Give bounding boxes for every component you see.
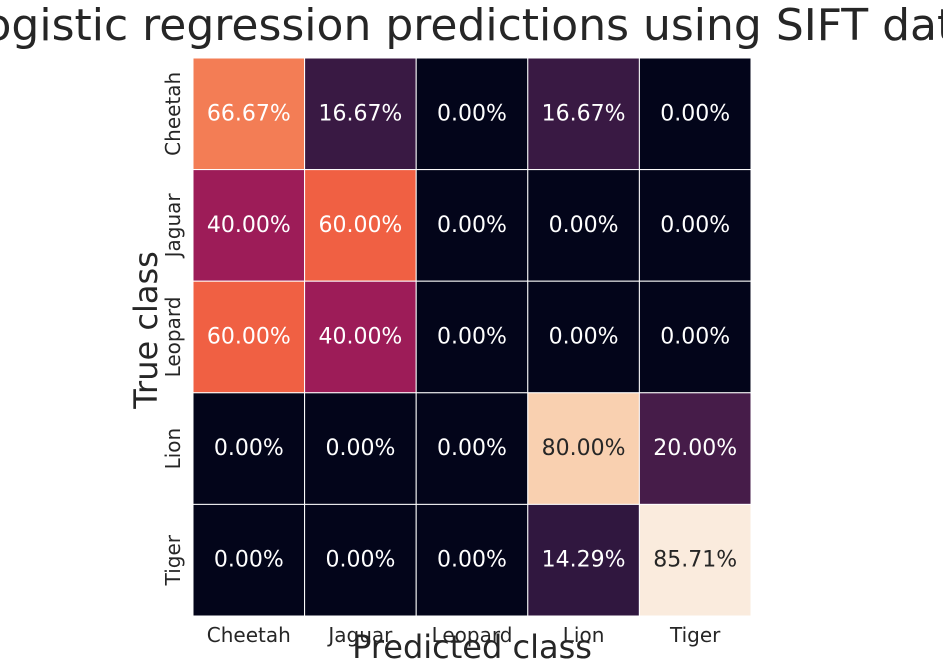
heatmap-cell-r0-c1 <box>304 57 417 171</box>
y-tick-label-lion: Lion <box>161 428 185 470</box>
cell-label-r4-c0: 0.00% <box>214 548 284 573</box>
cell-label-r0-c3: 16.67% <box>542 101 626 126</box>
y-tick-label-tiger: Tiger <box>161 534 185 586</box>
y-tick-label-leopard: Leopard <box>161 297 185 378</box>
heatmap-cell-r3-c3 <box>527 392 640 505</box>
cell-label-r2-c3: 0.00% <box>549 325 619 350</box>
heatmap-cell-r4-c0 <box>192 503 306 617</box>
heatmap-cell-r1-c4 <box>638 169 752 282</box>
cell-label-r4-c2: 0.00% <box>437 548 507 573</box>
heatmap-cell-r4-c1 <box>304 503 417 617</box>
cell-label-r4-c3: 14.29% <box>542 548 626 573</box>
cell-label-r3-c2: 0.00% <box>437 436 507 461</box>
y-axis-tick-labels: Cheetah Jaguar Leopard Lion Tiger <box>161 72 185 587</box>
x-tick-label-cheetah: Cheetah <box>207 623 291 647</box>
cell-label-r2-c2: 0.00% <box>437 325 507 350</box>
y-tick-label-jaguar: Jaguar <box>161 193 185 260</box>
cell-label-r4-c1: 0.00% <box>325 548 395 573</box>
heatmap-cell-r2-c1 <box>304 280 417 394</box>
heatmap-cells: 66.67% 16.67% 0.00% 16.67% 0.00% 40.00% 60.00%… <box>192 57 752 617</box>
heatmap-cell-r4-c4 <box>638 503 752 617</box>
heatmap-cell-r1-c2 <box>415 169 529 282</box>
x-tick-label-jaguar: Jaguar <box>326 623 393 647</box>
cell-label-r0-c0: 66.67% <box>207 101 291 126</box>
cell-label-r3-c3: 80.00% <box>542 436 626 461</box>
cell-label-r1-c1: 60.00% <box>318 213 402 238</box>
cell-label-r1-c3: 0.00% <box>549 213 619 238</box>
heatmap-cell-r0-c0 <box>192 57 306 171</box>
cell-label-r2-c4: 0.00% <box>660 325 730 350</box>
heatmap-cell-r0-c2 <box>415 57 529 171</box>
heatmap-cell-r3-c2 <box>415 392 529 505</box>
cell-label-r2-c1: 40.00% <box>318 325 402 350</box>
heatmap-cell-r3-c1 <box>304 392 417 505</box>
cell-label-r3-c4: 20.00% <box>653 436 737 461</box>
y-axis-label: True class <box>127 251 165 410</box>
x-axis-label: Predicted class <box>352 628 592 666</box>
heatmap-cell-r3-c0 <box>192 392 306 505</box>
cell-label-r4-c4: 85.71% <box>653 548 737 573</box>
cell-label-r0-c2: 0.00% <box>437 101 507 126</box>
cell-label-r1-c0: 40.00% <box>207 213 291 238</box>
x-tick-label-leopard: Leopard <box>432 623 513 647</box>
cell-label-r3-c1: 0.00% <box>325 436 395 461</box>
heatmap-cell-r1-c0 <box>192 169 306 282</box>
cell-label-r3-c0: 0.00% <box>214 436 284 461</box>
heatmap-cell-r3-c4 <box>638 392 752 505</box>
chart-title: Logistic regression predictions using SI… <box>0 0 943 51</box>
cell-label-r1-c2: 0.00% <box>437 213 507 238</box>
cell-label-r0-c1: 16.67% <box>318 101 402 126</box>
cell-label-r2-c0: 60.00% <box>207 325 291 350</box>
heatmap-cell-r4-c2 <box>415 503 529 617</box>
cell-label-r0-c4: 0.00% <box>660 101 730 126</box>
heatmap-cell-r0-c3 <box>527 57 640 171</box>
heatmap-cell-r2-c2 <box>415 280 529 394</box>
cell-label-r1-c4: 0.00% <box>660 213 730 238</box>
heatmap-cell-r2-c3 <box>527 280 640 394</box>
heatmap-cell-r2-c4 <box>638 280 752 394</box>
x-tick-label-lion: Lion <box>563 623 605 647</box>
heatmap-cell-r0-c4 <box>638 57 752 171</box>
x-axis-tick-labels: Cheetah Jaguar Leopard Lion Tiger <box>207 623 721 647</box>
y-tick-label-cheetah: Cheetah <box>161 72 185 156</box>
x-tick-label-tiger: Tiger <box>669 623 721 647</box>
